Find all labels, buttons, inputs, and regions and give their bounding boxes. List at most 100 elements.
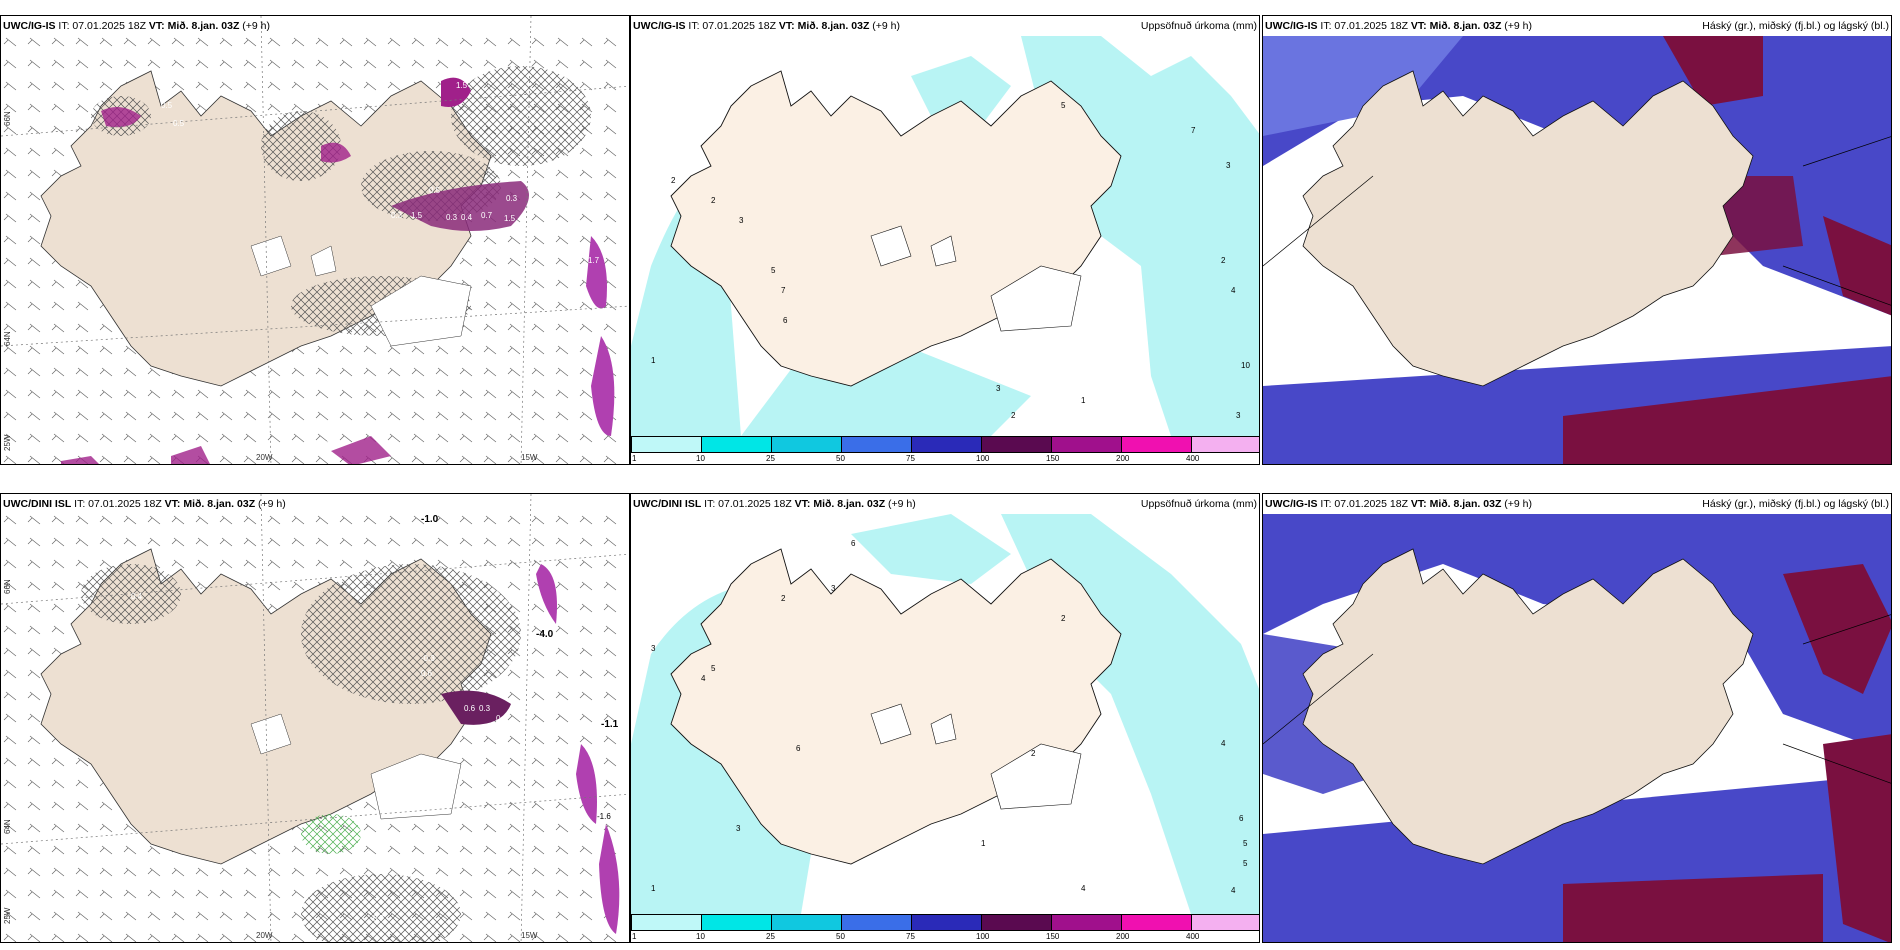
wind-barb <box>435 59 449 69</box>
wind-barb <box>603 433 617 443</box>
wind-barb <box>531 235 545 245</box>
wind-barb <box>3 735 17 745</box>
wind-barb <box>531 59 545 69</box>
wind-barb <box>579 911 593 921</box>
wind-value: 1.7 <box>588 256 600 265</box>
wind-barb <box>531 625 545 635</box>
wind-barb <box>483 779 497 789</box>
wind-barb <box>27 257 41 267</box>
wind-barb <box>555 257 569 267</box>
wind-barb <box>531 779 545 789</box>
wind-barb <box>123 433 137 443</box>
precip-map <box>631 16 1259 464</box>
wind-barb <box>51 581 65 591</box>
precip-value: 5 <box>711 664 716 673</box>
wind-value: 0.4 <box>461 213 473 222</box>
legend-tick: 100 <box>976 932 990 941</box>
wind-barb <box>123 59 137 69</box>
wind-barb <box>603 801 617 811</box>
wind-barb <box>267 867 281 877</box>
wind-barb <box>243 455 257 464</box>
wind-barb <box>531 455 545 464</box>
wind-barb <box>411 367 425 377</box>
wind-barb <box>411 515 425 525</box>
precip-value: 2 <box>671 176 676 185</box>
wind-barb <box>3 911 17 921</box>
wind-barb <box>387 389 401 399</box>
wind-barb <box>339 537 353 547</box>
wind-barb <box>75 801 89 811</box>
wind-barb <box>507 37 521 47</box>
wind-barb <box>267 81 281 91</box>
wind-barb <box>315 389 329 399</box>
wind-barb <box>339 867 353 877</box>
wind-barb <box>339 411 353 421</box>
wind-barb <box>219 433 233 443</box>
wind-barb <box>3 37 17 47</box>
wind-barb <box>603 455 617 464</box>
panel-title: UWC/IG-IS IT: 07.01.2025 18Z VT: Mið. 8.… <box>633 20 901 32</box>
wind-barb <box>75 367 89 377</box>
wind-barb <box>459 455 473 464</box>
wind-barb <box>459 59 473 69</box>
wind-barb <box>435 433 449 443</box>
wind-barb <box>531 691 545 701</box>
wind-barb <box>243 933 257 942</box>
lat-label-64: 64N <box>3 331 12 346</box>
wind-barb <box>483 823 497 833</box>
wind-barb <box>123 889 137 899</box>
wind-barb <box>27 911 41 921</box>
wind-barb <box>339 367 353 377</box>
wind-barb <box>27 735 41 745</box>
lat-label-66: 66N <box>3 579 12 594</box>
wind-barb <box>531 735 545 745</box>
wind-barb <box>219 867 233 877</box>
wind-barb <box>219 389 233 399</box>
wind-barb <box>123 411 137 421</box>
wind-value: 0.3 <box>391 211 403 220</box>
precip-value: 2 <box>781 594 786 603</box>
wind-barb <box>579 625 593 635</box>
wind-barb <box>267 37 281 47</box>
legend-tick: 50 <box>836 454 845 463</box>
wind-barb <box>267 845 281 855</box>
precip-value: 2 <box>1011 411 1016 420</box>
wind-barb <box>219 537 233 547</box>
wind-barb <box>339 345 353 355</box>
wind-barb <box>603 59 617 69</box>
wind-barb <box>27 301 41 311</box>
wind-barb <box>483 279 497 289</box>
legend-tick: 25 <box>766 932 775 941</box>
wind-value: 0.5 <box>173 119 185 128</box>
wind-barb <box>123 537 137 547</box>
wind-barb <box>483 323 497 333</box>
wind-barb <box>507 389 521 399</box>
wind-barb <box>243 537 257 547</box>
legend-tick: 75 <box>906 932 915 941</box>
wind-barb <box>555 669 569 679</box>
legend-swatch <box>911 914 982 931</box>
legend-tick: 75 <box>906 454 915 463</box>
wind-barb <box>315 515 329 525</box>
wind-barb <box>171 59 185 69</box>
wind-barb <box>75 559 89 569</box>
wind-barb <box>291 559 305 569</box>
panel-title: UWC/DINI ISL IT: 07.01.2025 18Z VT: Mið.… <box>3 498 286 510</box>
precip-value: 4 <box>1221 739 1226 748</box>
wind-barb <box>51 125 65 135</box>
wind-barb <box>99 433 113 443</box>
wind-barb <box>531 345 545 355</box>
wind-barb <box>123 823 137 833</box>
wind-barb <box>579 845 593 855</box>
wind-barb <box>435 845 449 855</box>
wind-barb <box>483 389 497 399</box>
wind-barb <box>507 345 521 355</box>
wind-barb <box>51 389 65 399</box>
wind-barb <box>603 933 617 942</box>
wind-barb <box>435 823 449 833</box>
wind-barb <box>555 801 569 811</box>
precip-value: 3 <box>996 384 1001 393</box>
wind-value: 0.3 <box>541 178 553 187</box>
wind-barb <box>3 279 17 289</box>
wind-barb <box>27 515 41 525</box>
